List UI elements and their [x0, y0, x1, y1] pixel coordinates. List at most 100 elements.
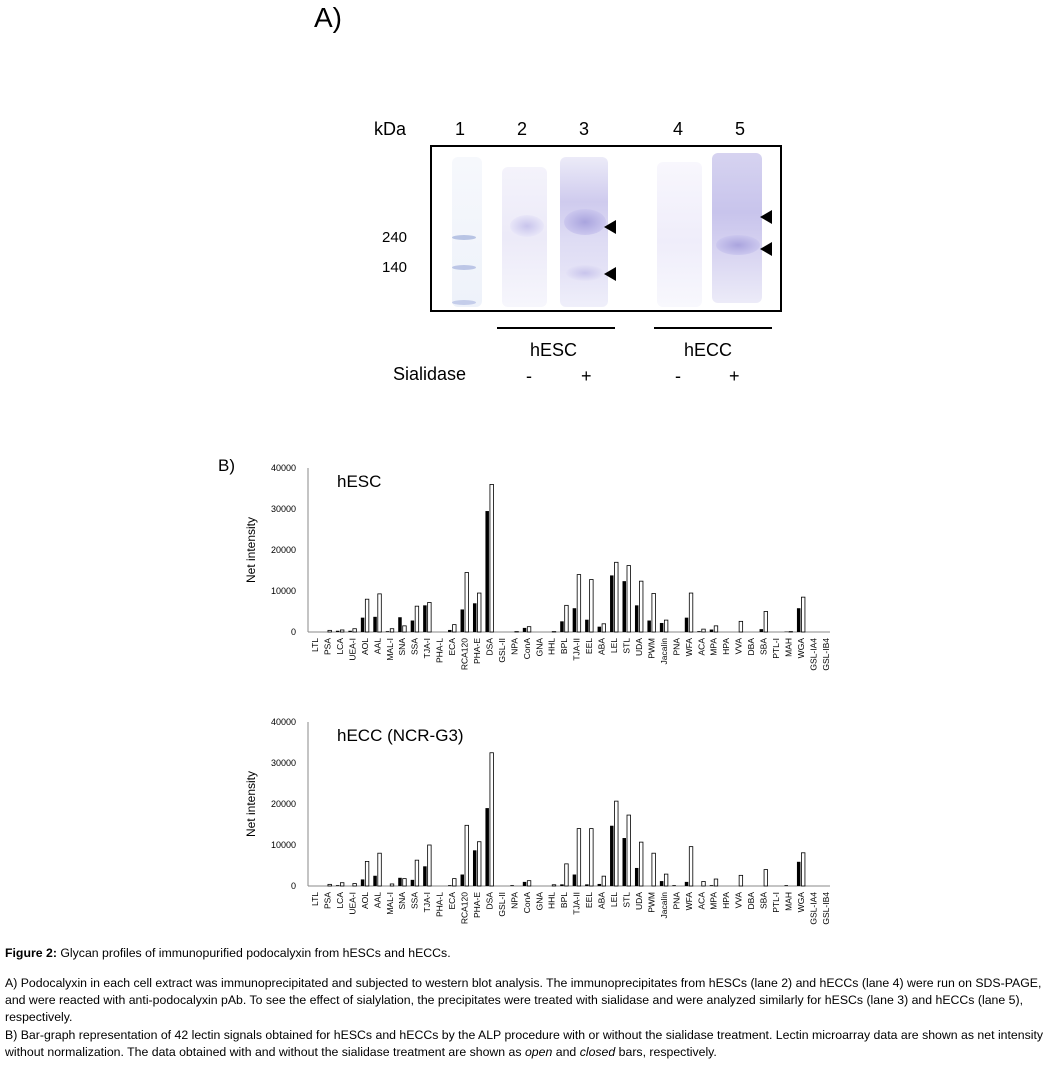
x-tick-label: GNA	[534, 892, 544, 911]
bar-open	[551, 884, 557, 887]
x-tick-label: PWM	[646, 638, 656, 659]
band-arrow-icon	[604, 267, 616, 281]
x-tick-label: GSL-IA4	[808, 892, 818, 925]
x-tick-label: GSL-II	[497, 638, 507, 663]
x-tick-label: RCA120	[460, 638, 470, 670]
x-tick-label: STL	[622, 638, 632, 654]
bar-closed	[335, 630, 340, 632]
x-tick-label: RCA120	[460, 892, 470, 924]
bar-open	[452, 878, 457, 887]
x-tick-label: HPA	[721, 892, 731, 909]
x-tick-label: WGA	[796, 638, 806, 659]
bar-closed	[634, 605, 639, 632]
bar-open	[340, 629, 345, 633]
bar-open	[352, 883, 357, 887]
bar-open	[763, 869, 768, 887]
bar-open	[651, 852, 656, 887]
bar-closed	[622, 581, 626, 632]
bar-open	[639, 580, 644, 633]
bar-open	[352, 628, 357, 633]
bar-closed	[796, 608, 801, 632]
bar-closed	[385, 631, 390, 632]
caption-paragraph-b: B) Bar-graph representation of 42 lectin…	[5, 1027, 1045, 1061]
bar-open	[614, 800, 619, 887]
marker-140: 140	[382, 259, 408, 276]
bar-closed	[360, 879, 365, 886]
panel-b-label: B)	[218, 456, 235, 475]
bar-closed	[709, 629, 714, 632]
bar-closed	[684, 881, 689, 886]
bar-closed	[472, 603, 477, 632]
sialidase-sign: +	[729, 366, 740, 386]
bar-closed	[572, 874, 577, 886]
bar-open	[763, 611, 768, 633]
bar-closed	[410, 620, 415, 632]
bar-chart-hesc: 0 10000 20000 30000 40000 Net intensity hESC LT…	[244, 463, 831, 671]
y-tick-label: 0	[291, 881, 296, 891]
caption-open: open	[524, 1045, 553, 1059]
sialidase-sign: -	[675, 366, 681, 386]
x-tick-label: HHL	[547, 638, 557, 655]
bar-open	[402, 878, 407, 887]
bar-open	[614, 561, 619, 633]
bar-open	[713, 625, 719, 633]
bar-open	[576, 828, 582, 887]
x-tick-label: WFA	[684, 638, 694, 657]
bar-closed	[659, 622, 664, 632]
y-tick-label: 10000	[271, 840, 296, 850]
x-tick-label: ConA	[522, 638, 532, 660]
bar-closed	[373, 616, 377, 632]
x-tick-label: ECA	[447, 638, 457, 656]
group-underline	[654, 327, 772, 329]
bar-open	[327, 629, 332, 633]
x-tick-label: PWM	[646, 892, 656, 913]
y-axis-label: Net intensity	[244, 517, 258, 583]
lane-number: 4	[672, 119, 683, 139]
lane-number: 3	[578, 119, 589, 139]
x-tick-label: LEL	[609, 892, 619, 907]
x-tick-label: PTL-I	[771, 638, 781, 659]
x-tick-label: LTL	[310, 892, 320, 906]
x-tick-label: AOL	[360, 638, 370, 655]
figure-label: Figure 2:	[5, 946, 57, 960]
x-tick-label: GSL-IB4	[821, 892, 831, 925]
x-tick-label: SNA	[397, 892, 407, 910]
x-tick-label: PTL-I	[771, 892, 781, 913]
caption-text: B) Bar-graph representation of 42 lectin…	[5, 1028, 1044, 1059]
x-tick-label: VVA	[734, 892, 744, 909]
y-tick-label: 30000	[271, 758, 296, 768]
caption-text: and	[552, 1045, 580, 1059]
x-tick-label: UEA-I	[347, 892, 357, 915]
x-tick-label: EEL	[584, 638, 594, 654]
y-tick-label: 10000	[271, 586, 296, 596]
x-tick-label: GSL-II	[497, 892, 507, 917]
western-blot-image	[430, 145, 782, 312]
bar-open	[452, 624, 457, 633]
sialidase-sign: +	[581, 366, 592, 386]
bar-closed	[647, 620, 651, 632]
bar-open	[626, 565, 631, 633]
x-tick-label: TJA-I	[422, 892, 432, 912]
x-tick-label: PHA-L	[435, 892, 445, 917]
bar-closed	[448, 885, 452, 886]
bar-open	[601, 875, 606, 887]
bar-open	[651, 593, 656, 633]
bar-open	[414, 859, 420, 887]
bar-open	[464, 572, 469, 633]
x-tick-label: SNA	[397, 638, 407, 656]
bar-open	[701, 881, 706, 887]
x-tick-label: LTL	[310, 638, 320, 652]
x-tick-label: WGA	[796, 892, 806, 913]
bar-closed	[560, 621, 564, 632]
bar-open	[713, 878, 719, 887]
bar-open	[564, 604, 569, 633]
bar-closed	[672, 885, 676, 886]
panel-a-label: A)	[314, 2, 342, 33]
band-arrow-icon	[760, 210, 772, 224]
x-tick-label: BPL	[559, 638, 569, 654]
x-tick-label: TJA-I	[422, 638, 432, 658]
bar-closed	[585, 619, 589, 632]
bar-closed	[522, 627, 527, 632]
x-tick-label: ABA	[597, 638, 607, 655]
x-tick-label: Jacalin	[659, 892, 669, 919]
